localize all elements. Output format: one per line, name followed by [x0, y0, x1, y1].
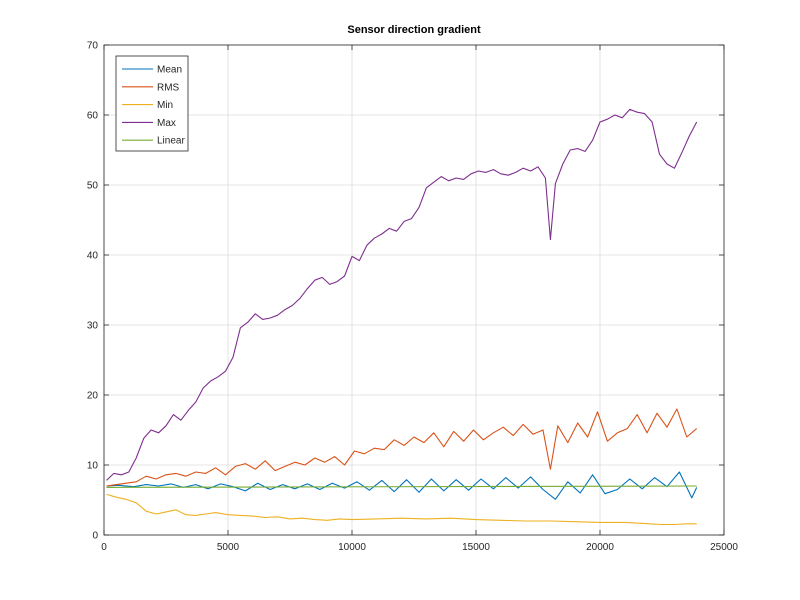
- y-tick-label: 0: [92, 531, 98, 542]
- legend-label-min: Min: [157, 100, 173, 111]
- legend: Mean RMS Min Max Linear: [115, 55, 189, 152]
- series-line-min: [106, 493, 697, 526]
- y-tick-label: 70: [87, 41, 99, 52]
- y-tick-label: 40: [87, 251, 99, 262]
- y-tick-label: 50: [87, 181, 99, 192]
- x-tick-label: 10000: [338, 542, 366, 553]
- x-tick-label: 5000: [217, 542, 240, 553]
- axis-ticks: 0 5000 10000 15000 20000 25000 0 10 20 30 40 50 60 70: [87, 41, 738, 554]
- y-tick-label: 20: [87, 391, 99, 402]
- series-line-linear: [106, 485, 697, 488]
- x-tick-label: 25000: [710, 542, 738, 553]
- x-tick-label: 20000: [586, 542, 614, 553]
- x-tick-label: 15000: [462, 542, 490, 553]
- series-layer: [106, 108, 698, 526]
- y-tick-label: 10: [87, 461, 99, 472]
- legend-label-linear: Linear: [157, 136, 185, 147]
- legend-label-max: Max: [157, 118, 176, 129]
- series-line-rms: [106, 408, 698, 487]
- chart-title: Sensor direction gradient: [347, 24, 481, 36]
- x-tick-label: 0: [101, 542, 107, 553]
- legend-label-rms: RMS: [157, 82, 180, 93]
- plot-area-border: [103, 44, 725, 536]
- y-tick-label: 30: [87, 321, 99, 332]
- y-tick-label: 60: [87, 111, 99, 122]
- series-line-mean: [106, 471, 698, 500]
- series-line-max: [106, 108, 698, 481]
- legend-label-mean: Mean: [157, 65, 182, 76]
- legend-box: [115, 55, 189, 152]
